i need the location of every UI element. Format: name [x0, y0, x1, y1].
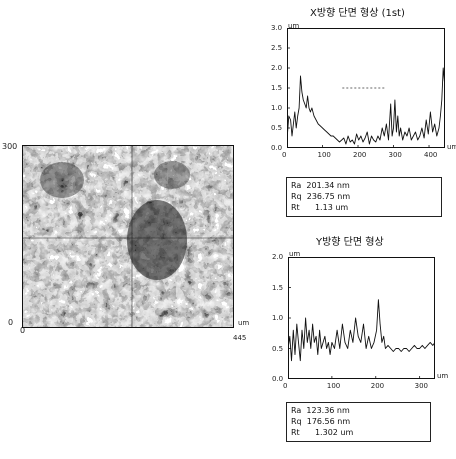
x-tick-label: 200 — [370, 382, 385, 390]
chart2-plot — [288, 257, 435, 379]
chart1-stat-ra: Ra 201.34 nm — [291, 181, 350, 190]
chart2-stats-box: Ra 123.36 nm Rq 176.56 nm Rt 1.302 um — [286, 402, 431, 442]
plot-frame — [287, 28, 445, 148]
stat-label: Ra — [291, 406, 302, 415]
stat-value: 123.36 nm — [306, 406, 350, 415]
y-tick-label: 1.0 — [271, 104, 283, 112]
chart2-title: Y방향 단면 형상 — [316, 237, 384, 248]
chart1-y-unit: um — [288, 22, 300, 30]
stat-value: 176.56 nm — [306, 417, 351, 426]
profile-series-line — [288, 299, 435, 362]
x-tick-label: 200 — [353, 151, 367, 159]
chart1-stat-rt: Rt 1.13 um — [291, 203, 348, 212]
y-tick-label: 1.0 — [272, 314, 284, 322]
stat-label: Rq — [291, 417, 302, 426]
chart1-plot — [287, 28, 445, 148]
y-tick-label: 2.0 — [271, 64, 283, 72]
x-tick-label: 100 — [317, 151, 331, 159]
map-x-right-label: 445 — [233, 334, 247, 342]
x-tick-label: 0 — [282, 151, 287, 159]
y-tick-label: 0.0 — [271, 144, 283, 152]
map-x-unit-label: um — [238, 319, 250, 327]
stat-value: 1.302 um — [314, 428, 354, 437]
chart2-stat-rt: Rt 1.302 um — [291, 428, 353, 437]
chart1-stat-rq: Rq 236.75 nm — [291, 192, 350, 201]
y-tick-label: 0.5 — [272, 344, 284, 353]
y-tick-label: 1.5 — [271, 84, 283, 92]
stat-label: Rq — [291, 192, 302, 201]
stat-value: 201.34 nm — [306, 181, 350, 190]
chart2-stat-ra: Ra 123.36 nm — [291, 406, 350, 415]
chart2-stat-rq: Rq 176.56 nm — [291, 417, 350, 426]
y-tick-label: 2.5 — [271, 44, 283, 52]
x-tick-label: 0 — [283, 382, 288, 390]
chart1-x-unit: um — [447, 143, 456, 151]
chart1-title: X방향 단면 형상 (1st) — [310, 8, 405, 19]
chart2-y-unit: um — [289, 250, 301, 258]
map-y-bottom-label: 0 — [8, 318, 14, 327]
x-tick-label: 300 — [414, 382, 429, 390]
y-tick-label: 1.5 — [272, 283, 284, 292]
y-tick-label: 3.0 — [271, 24, 283, 32]
map-y-top-label: 300 — [2, 142, 18, 151]
stat-label: Ra — [291, 181, 302, 190]
y-tick-label: 0.5 — [271, 124, 283, 132]
chart2-x-unit: um — [437, 372, 449, 380]
x-tick-label: 400 — [424, 151, 438, 159]
y-tick-label: 0.0 — [272, 375, 284, 383]
map-x-left-label: 0 — [20, 326, 26, 335]
plot-frame — [288, 257, 435, 379]
x-tick-label: 300 — [388, 151, 402, 159]
y-tick-label: 2.0 — [272, 253, 284, 261]
profile-series-line — [287, 67, 445, 145]
chart1-stats-box: Ra 201.34 nm Rq 236.75 nm Rt 1.13 um — [286, 177, 442, 217]
surface-height-map — [22, 145, 234, 328]
x-tick-label: 100 — [326, 382, 341, 390]
stat-label: Rt — [291, 428, 300, 437]
stat-value: 236.75 nm — [306, 192, 351, 201]
stat-value: 1.13 um — [314, 203, 349, 212]
stat-label: Rt — [291, 203, 300, 212]
